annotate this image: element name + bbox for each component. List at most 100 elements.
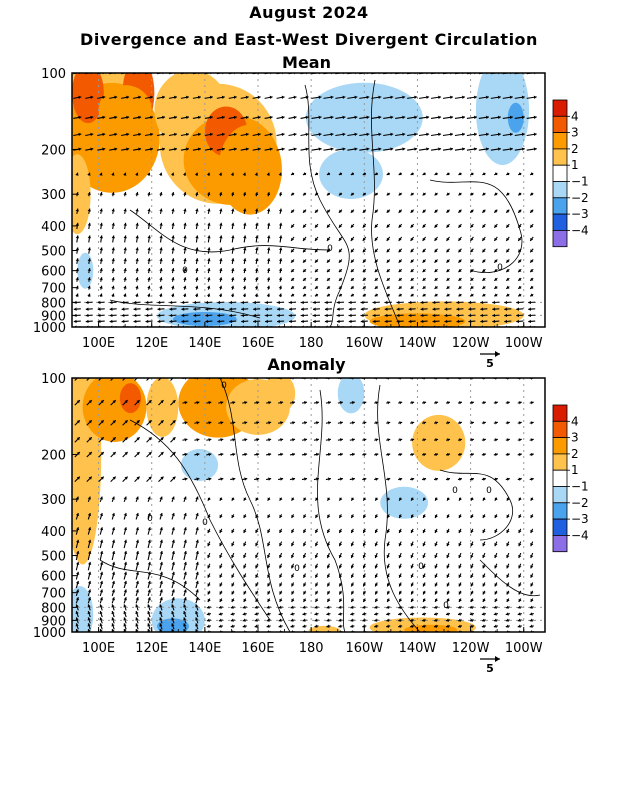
wind-arrowhead	[470, 421, 474, 425]
wind-arrowhead	[458, 401, 462, 405]
wind-arrowhead	[245, 147, 249, 151]
wind-arrowhead	[136, 400, 140, 404]
wind-arrowhead	[135, 551, 140, 555]
wind-arrowhead	[184, 400, 188, 405]
wind-arrowhead	[509, 95, 513, 99]
wind-arrowhead	[162, 95, 166, 100]
wind-arrowhead	[450, 147, 454, 151]
wind-arrowhead	[530, 452, 534, 457]
wind-arrowhead	[232, 452, 236, 457]
wind-arrowhead	[75, 580, 80, 584]
wind-arrowhead	[255, 583, 259, 587]
wind-arrowhead	[482, 192, 486, 196]
wind-arrowhead	[99, 551, 104, 555]
wind-arrowhead	[231, 258, 235, 262]
wind-arrowhead	[517, 612, 521, 616]
wind-arrowhead	[78, 95, 82, 100]
wind-arrowhead	[446, 574, 450, 578]
wind-arrowhead	[291, 591, 295, 595]
wind-arrowhead	[375, 598, 379, 602]
wind-arrowhead	[426, 115, 430, 120]
legend-box	[552, 213, 568, 231]
wind-arrowhead	[123, 623, 127, 627]
wind-arrowhead	[183, 611, 187, 615]
wind-arrowhead	[494, 514, 498, 518]
wind-arrowhead	[497, 115, 501, 120]
wind-arrowhead	[255, 529, 259, 533]
wind-arrowhead	[530, 529, 534, 533]
wind-arrowhead	[145, 319, 149, 324]
wind-arrowhead	[87, 268, 91, 272]
wind-arrowhead	[267, 565, 271, 569]
wind-arrowhead	[398, 529, 402, 533]
wind-arrowhead	[396, 319, 400, 324]
wind-arrowhead	[229, 300, 233, 305]
wind-arrowhead	[470, 477, 474, 481]
wind-arrowhead	[372, 300, 376, 305]
wind-arrowhead	[207, 591, 211, 595]
wind-arrowhead	[174, 115, 177, 120]
wind-arrowhead	[446, 477, 451, 481]
wind-arrowhead	[339, 529, 343, 533]
wind-arrowhead	[267, 222, 271, 226]
wind-arrowhead	[266, 618, 270, 622]
wind-arrowhead	[97, 319, 101, 324]
wind-arrowhead	[230, 624, 234, 628]
wind-arrowhead	[506, 172, 510, 176]
wind-arrowhead	[303, 192, 307, 196]
wind-arrowhead	[87, 258, 91, 262]
wind-arrowhead	[193, 319, 197, 324]
wind-arrowhead	[304, 400, 308, 405]
wind-arrowhead	[338, 277, 343, 281]
wind-arrowhead	[386, 565, 390, 569]
wind-arrowhead	[497, 132, 501, 137]
wind-arrowhead	[269, 147, 273, 151]
wind-arrowhead	[218, 624, 222, 628]
wind-arrowhead	[195, 222, 199, 226]
wind-arrowhead	[360, 300, 364, 305]
wind-arrowhead	[181, 307, 185, 311]
wind-arrowhead	[181, 313, 185, 318]
wind-arrowhead	[398, 249, 402, 253]
wind-arrowhead	[414, 147, 418, 151]
wind-arrowhead	[243, 247, 247, 251]
legend-box	[552, 164, 568, 182]
wind-arrowhead	[350, 209, 354, 213]
wind-arrowhead	[99, 258, 103, 262]
wind-arrowhead	[518, 209, 522, 213]
wind-arrowhead	[326, 612, 330, 616]
wind-arrowhead	[159, 235, 163, 239]
wind-arrowhead	[494, 529, 498, 533]
wind-arrowhead	[229, 307, 233, 311]
wind-arrowhead	[243, 235, 247, 239]
wind-arrowhead	[529, 605, 533, 609]
wind-arrowhead	[171, 512, 175, 517]
wind-arrowhead	[446, 285, 450, 289]
wind-arrowhead	[196, 421, 200, 425]
wind-arrowhead	[338, 293, 343, 297]
wind-arrowhead	[374, 565, 378, 569]
wind-arrowhead	[291, 224, 295, 228]
wind-arrowhead	[458, 209, 462, 213]
wind-arrowhead	[220, 438, 224, 442]
wind-arrowhead	[291, 598, 295, 602]
x-tick-label: 100W	[505, 336, 543, 351]
wind-arrowhead	[314, 172, 319, 176]
wind-arrowhead	[169, 300, 173, 305]
wind-arrowhead	[314, 293, 319, 297]
wind-arrowhead	[468, 313, 472, 318]
wind-arrowhead	[183, 293, 187, 297]
wind-arrowhead	[314, 285, 319, 289]
wind-arrowhead	[123, 512, 127, 517]
wind-arrowhead	[458, 277, 462, 281]
wind-arrowhead	[350, 285, 355, 289]
wind-arrowhead	[87, 512, 92, 517]
wind-arrowhead	[351, 477, 355, 481]
wind-arrowhead	[378, 95, 382, 99]
wind-arrowhead	[90, 132, 94, 137]
wind-arrowhead	[326, 293, 331, 297]
wind-arrowhead	[494, 452, 498, 457]
wind-arrowhead	[292, 438, 296, 442]
wind-arrowhead	[184, 452, 188, 457]
wind-arrowhead	[304, 452, 308, 457]
